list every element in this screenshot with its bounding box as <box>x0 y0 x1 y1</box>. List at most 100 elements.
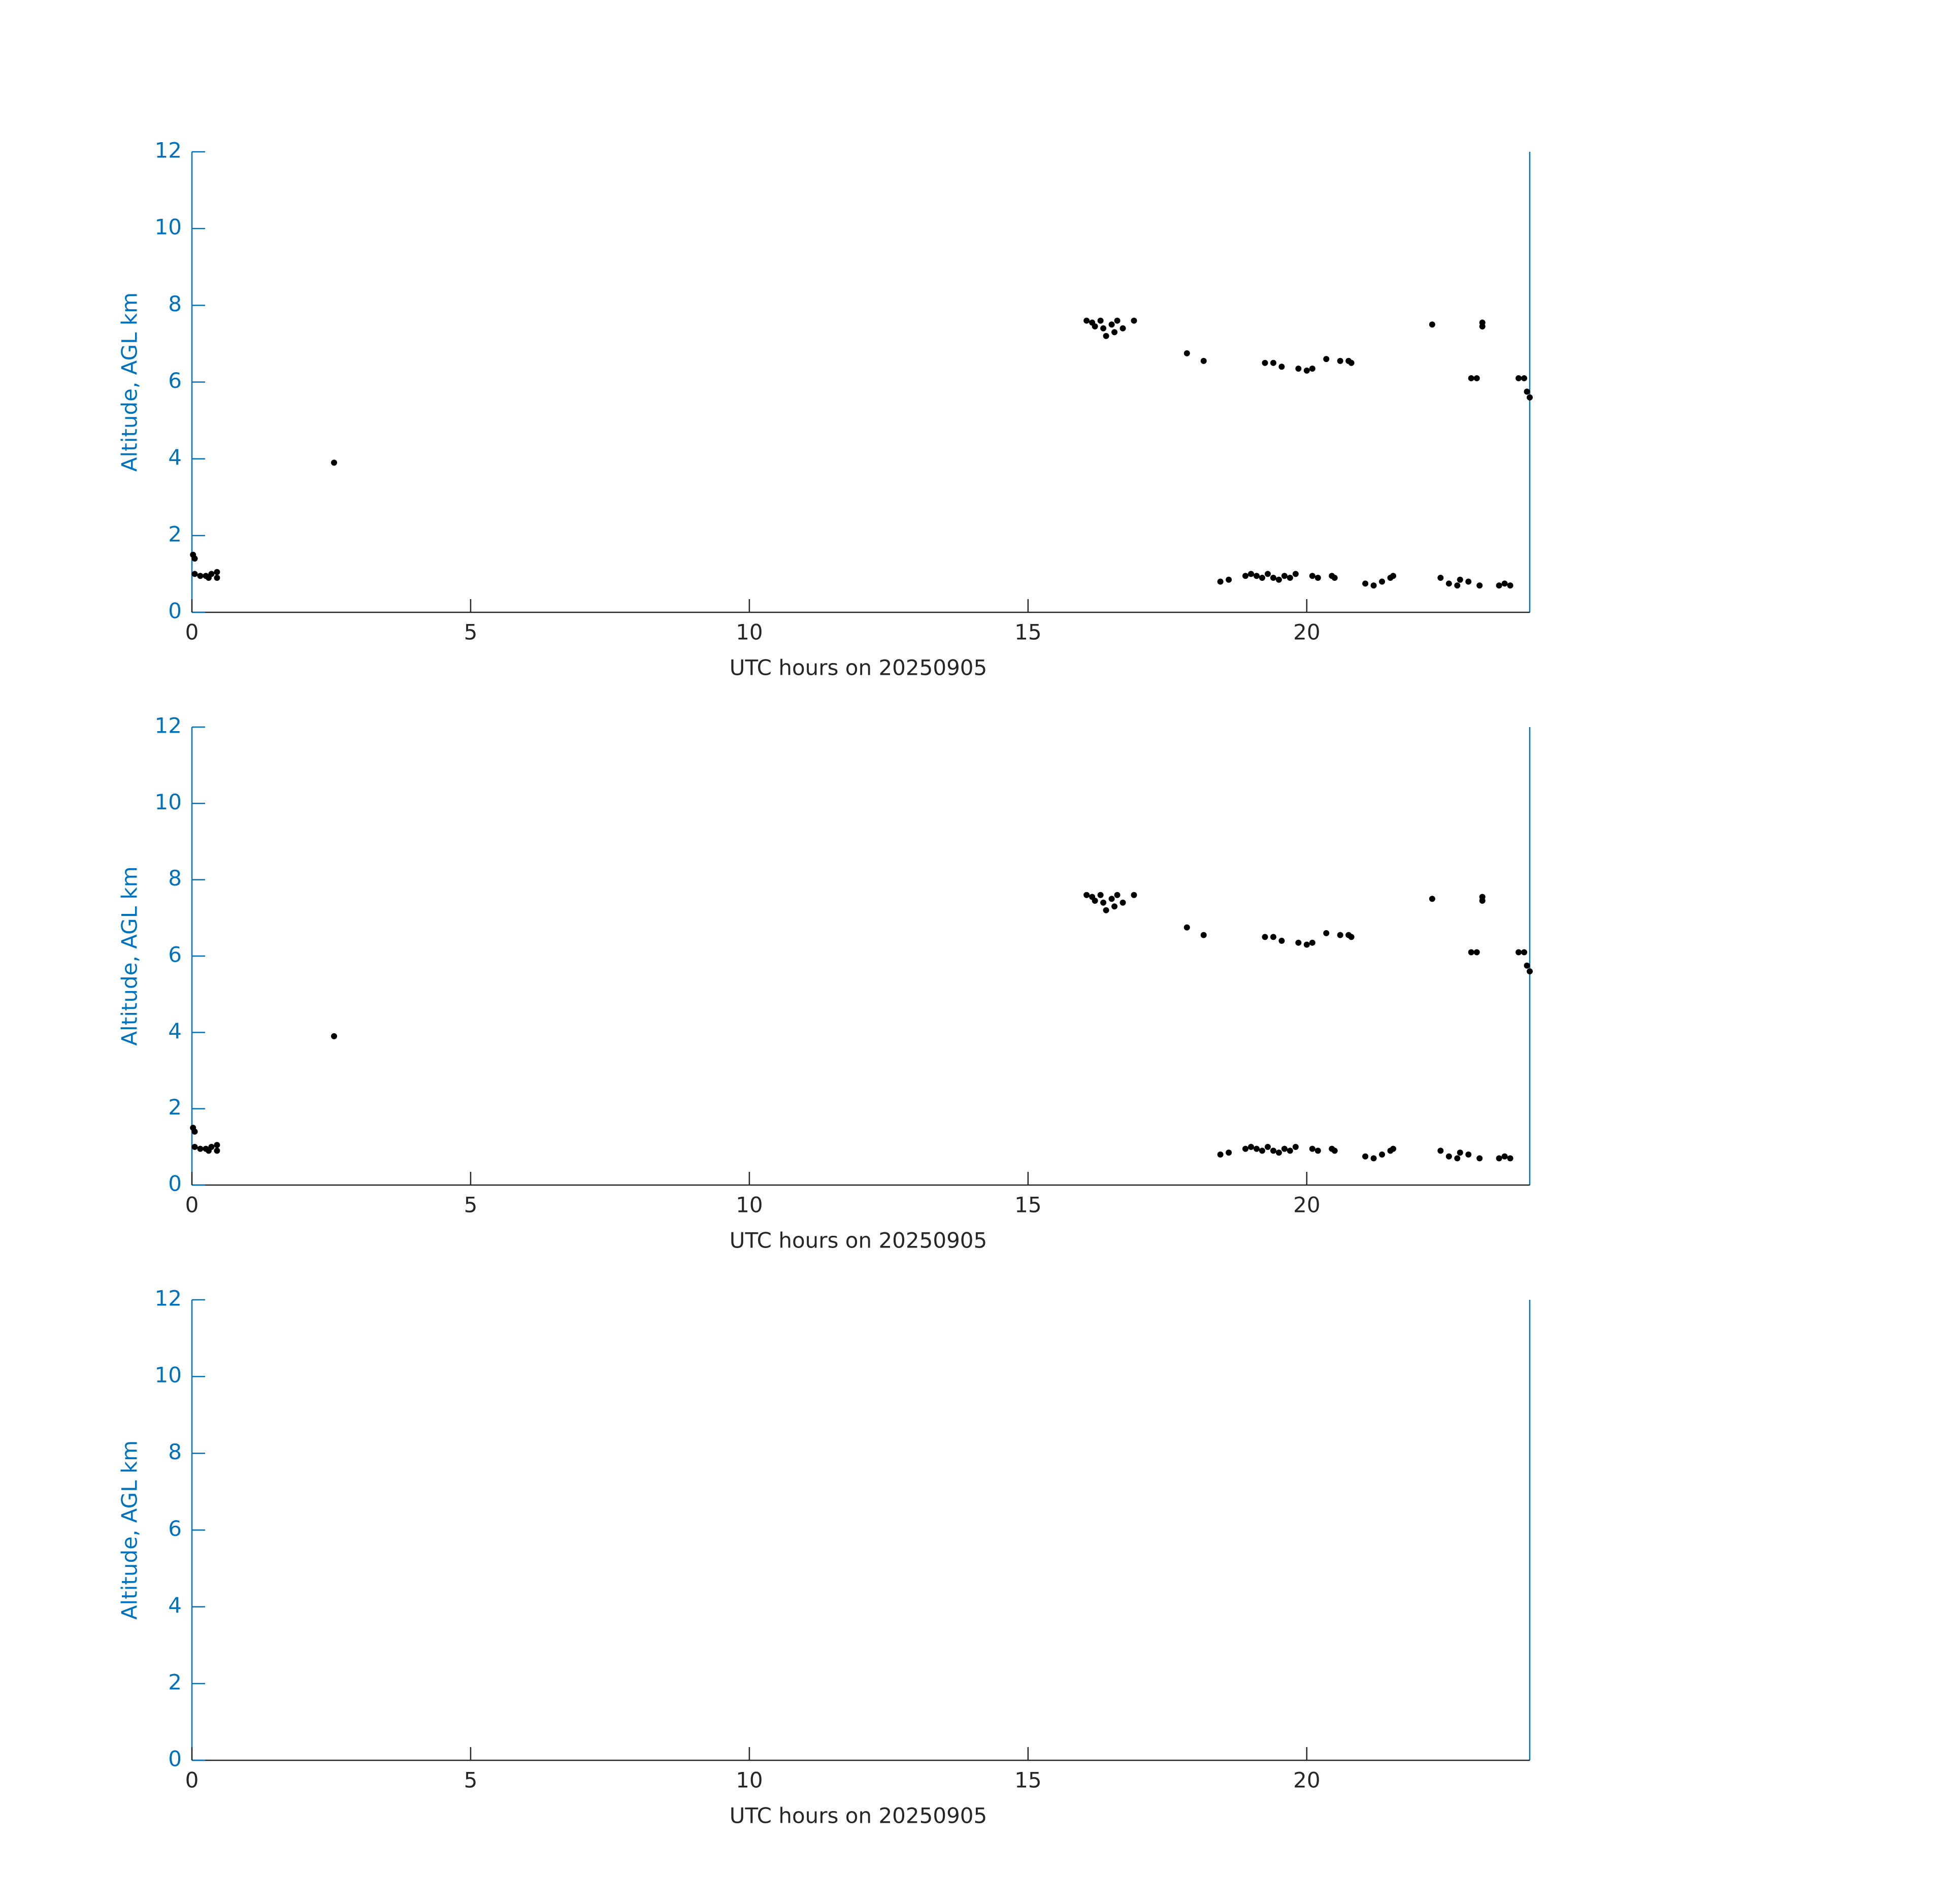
x-tick-label: 10 <box>736 1768 763 1793</box>
point <box>1454 1155 1461 1162</box>
point <box>1292 571 1299 577</box>
point <box>1331 1147 1338 1154</box>
point <box>1457 1150 1463 1156</box>
point <box>1476 582 1483 589</box>
point <box>331 1033 337 1039</box>
point <box>1131 317 1137 324</box>
point <box>1331 574 1338 581</box>
y-tick-label: 12 <box>155 1286 182 1311</box>
point <box>1259 1147 1265 1154</box>
x-tick-label: 20 <box>1293 1193 1320 1218</box>
point <box>1097 892 1104 898</box>
point <box>1281 573 1288 579</box>
point <box>1473 375 1480 381</box>
point <box>1254 1145 1260 1152</box>
point <box>1429 321 1435 328</box>
point <box>1100 325 1107 332</box>
y-tick-label: 2 <box>168 521 182 546</box>
point <box>1496 582 1502 589</box>
point <box>1314 574 1321 581</box>
point <box>1468 949 1474 956</box>
x-tick-label: 15 <box>1014 1768 1041 1793</box>
point <box>1278 364 1285 370</box>
y-tick-label: 12 <box>155 713 182 738</box>
point <box>1287 574 1293 581</box>
point <box>1242 1145 1249 1152</box>
y-tick-label: 10 <box>155 1363 182 1388</box>
point <box>1479 323 1486 330</box>
point <box>1370 1155 1377 1162</box>
x-tick-label: 0 <box>185 1768 199 1793</box>
point <box>1524 962 1530 969</box>
point <box>191 571 198 577</box>
point <box>1108 896 1115 902</box>
point <box>1527 968 1533 975</box>
y-tick-label: 0 <box>168 1747 182 1771</box>
point <box>331 459 337 466</box>
point <box>1131 892 1137 898</box>
chart-panel: 0 2 4 6 8 10 12 0 5 10 15 20 UTC hours on 20250905 Al… <box>117 138 1533 680</box>
y-tick-label: 0 <box>168 1171 182 1196</box>
point <box>1083 317 1090 324</box>
y-axis-label: Altitude, AGL km <box>117 866 142 1045</box>
point <box>1454 582 1461 589</box>
point <box>1337 357 1343 364</box>
y-tick-label: 10 <box>155 790 182 814</box>
point <box>1217 1151 1224 1158</box>
point <box>1226 576 1232 583</box>
x-axis-label: UTC hours on 20250905 <box>730 655 988 680</box>
point <box>1337 932 1343 938</box>
chart-panel: 0 2 4 6 8 10 12 0 5 10 15 20 UTC hours on 20250905 Al… <box>117 1286 1531 1828</box>
point <box>1429 896 1435 902</box>
y-tick-label: 8 <box>168 866 182 891</box>
y-tick-label: 0 <box>168 599 182 623</box>
point <box>1516 375 1522 381</box>
y-tick-label: 6 <box>168 1516 182 1541</box>
x-axis-label: UTC hours on 20250905 <box>730 1803 988 1828</box>
point <box>191 555 198 562</box>
x-tick-label: 0 <box>185 620 199 645</box>
point <box>1379 1151 1386 1158</box>
y-axis-label: Altitude, AGL km <box>117 292 142 472</box>
y-tick-label: 10 <box>155 215 182 240</box>
point <box>1092 898 1098 904</box>
point <box>191 1128 198 1135</box>
point <box>1287 1147 1293 1154</box>
x-tick-label: 0 <box>185 1193 199 1218</box>
point <box>1200 932 1207 938</box>
x-tick-label: 10 <box>736 620 763 645</box>
point <box>1248 1143 1255 1150</box>
point <box>1521 949 1528 956</box>
point <box>1309 1145 1315 1152</box>
point <box>1457 576 1463 583</box>
y-tick-label: 2 <box>168 1669 182 1694</box>
point <box>1295 366 1302 372</box>
y-tick-label: 4 <box>168 1019 182 1043</box>
point <box>1507 1155 1513 1162</box>
point <box>1465 578 1472 585</box>
point <box>1507 582 1513 589</box>
chart-panel: 0 2 4 6 8 10 12 0 5 10 15 20 UTC hours on 20250905 Al… <box>117 713 1533 1253</box>
point <box>1226 1150 1232 1156</box>
point <box>1111 329 1118 336</box>
point <box>1264 571 1271 577</box>
point <box>1309 573 1315 579</box>
point <box>214 1142 220 1148</box>
point <box>1275 576 1282 583</box>
point <box>1292 1143 1299 1150</box>
point <box>1120 899 1126 906</box>
point <box>1479 898 1486 904</box>
x-tick-label: 5 <box>464 620 478 645</box>
point <box>1527 394 1533 401</box>
point <box>1309 939 1315 946</box>
point <box>1348 359 1355 366</box>
point <box>1111 903 1118 910</box>
point <box>1348 934 1355 940</box>
y-axis-label: Altitude, AGL km <box>117 1440 142 1620</box>
point <box>1370 582 1377 589</box>
point <box>1524 388 1530 395</box>
point <box>1390 573 1397 579</box>
point <box>1501 580 1508 587</box>
point <box>1100 899 1107 906</box>
